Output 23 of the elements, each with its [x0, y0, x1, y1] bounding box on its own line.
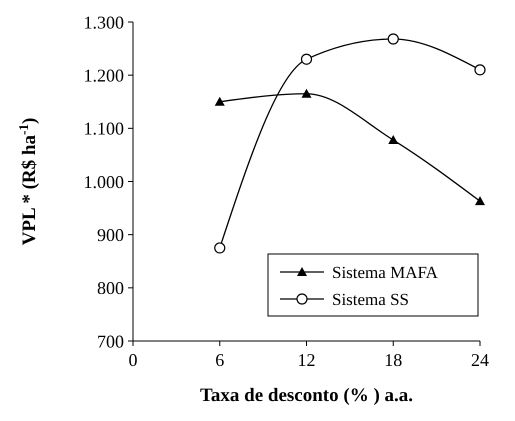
- y-tick-label: 700: [97, 331, 124, 352]
- point: [474, 64, 486, 76]
- point: [475, 196, 485, 206]
- x-tick-label: 18: [384, 350, 402, 370]
- y-tick-label: 900: [97, 224, 124, 245]
- x-tick-label: 24: [471, 350, 489, 370]
- x-axis-title: Taxa de desconto (% ) a.a.: [200, 385, 414, 406]
- y-tick-label: 800: [97, 278, 124, 298]
- point: [388, 135, 398, 144]
- x-tick-label: 6: [215, 350, 224, 370]
- x-tick-label: 0: [128, 350, 138, 370]
- point: [300, 54, 312, 65]
- legend-label: Sistema MAFA: [332, 262, 439, 282]
- legend-label: Sistema SS: [332, 290, 409, 309]
- point: [302, 88, 312, 98]
- point: [214, 242, 226, 254]
- x-tick-label: 12: [298, 350, 316, 370]
- y-tick-label: 1.200: [84, 65, 124, 86]
- y-tick-label: 1.100: [84, 118, 124, 139]
- point: [214, 96, 225, 106]
- y-tick-label: 1.300: [84, 12, 124, 32]
- y-tick-label: 1.000: [84, 172, 124, 192]
- point: [388, 33, 399, 45]
